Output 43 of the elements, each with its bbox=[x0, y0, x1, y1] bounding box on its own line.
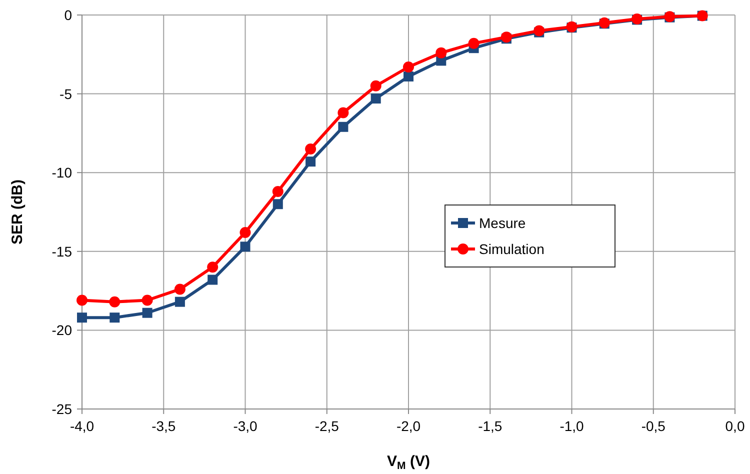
y-axis-title: SER (dB) bbox=[9, 180, 26, 244]
point bbox=[76, 294, 88, 306]
point bbox=[77, 312, 87, 323]
point bbox=[370, 94, 381, 104]
point bbox=[240, 226, 251, 238]
x-axis-title: V$_{M}$ (V) bbox=[387, 453, 430, 472]
point bbox=[306, 156, 316, 167]
y-tick-label: -25 bbox=[52, 401, 72, 417]
y-tick-label: 0 bbox=[64, 7, 72, 23]
y-tick-label: -15 bbox=[52, 243, 72, 260]
y-tick-label: -10 bbox=[52, 164, 72, 181]
point bbox=[305, 143, 316, 154]
y-tick-label: -5 bbox=[60, 86, 72, 102]
point bbox=[208, 274, 218, 285]
point bbox=[142, 308, 152, 318]
point bbox=[338, 107, 349, 118]
legend-label: Simulation bbox=[479, 241, 544, 257]
point bbox=[174, 296, 185, 307]
x-tick-label: -1,0 bbox=[560, 418, 584, 434]
x-tick-label: 0,0 bbox=[725, 418, 745, 434]
point bbox=[109, 296, 120, 308]
point bbox=[404, 71, 414, 82]
point bbox=[174, 284, 186, 295]
x-tick-label: -1,5 bbox=[478, 418, 502, 434]
point bbox=[338, 122, 348, 132]
point bbox=[272, 199, 283, 210]
point bbox=[468, 38, 480, 49]
point bbox=[110, 312, 120, 323]
x-tick-label: -4,0 bbox=[70, 418, 94, 434]
point bbox=[403, 62, 414, 73]
legend-label: Mesure bbox=[479, 215, 526, 231]
point bbox=[240, 242, 250, 252]
x-tick-label: -2,5 bbox=[314, 418, 340, 434]
point bbox=[207, 262, 218, 273]
x-tick-label: -0,5 bbox=[641, 418, 666, 434]
y-tick-label: -20 bbox=[52, 322, 72, 338]
point bbox=[142, 294, 153, 306]
x-tick-label: -3,0 bbox=[233, 418, 258, 434]
x-tick-label: -2,0 bbox=[396, 418, 421, 434]
x-tick-label: -3,5 bbox=[152, 418, 176, 434]
point bbox=[272, 186, 284, 198]
point bbox=[436, 47, 447, 58]
point bbox=[370, 80, 382, 92]
